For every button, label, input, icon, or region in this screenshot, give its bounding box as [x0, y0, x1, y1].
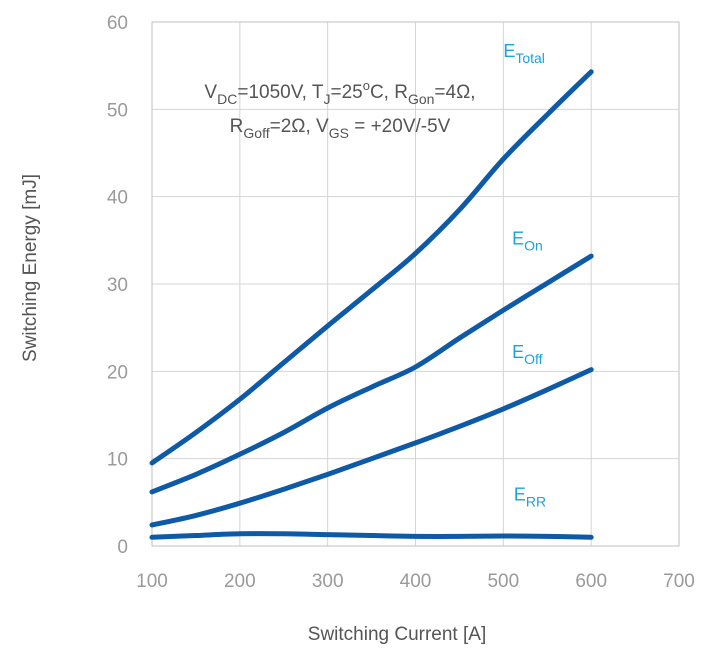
y-axis-ticks: 0 10 20 30 40 50 60 [107, 13, 128, 558]
x-tick-label: 100 [136, 571, 168, 592]
x-tick-label: 300 [312, 571, 344, 592]
y-tick-label: 60 [107, 13, 128, 34]
x-axis-title: Switching Current [A] [308, 624, 486, 645]
y-tick-label: 20 [107, 362, 128, 383]
series-label-e-rr: ERR [514, 485, 546, 510]
x-tick-label: 500 [487, 571, 519, 592]
annotation-line-2: RGoff=2Ω, VGS = +20V/-5V [230, 116, 451, 141]
series-label-e-off: EOff [512, 342, 543, 367]
plot-frame [151, 21, 680, 547]
x-tick-label: 200 [224, 571, 256, 592]
y-tick-label: 30 [107, 275, 128, 296]
annotation-line-1: VDC=1050V, TJ=25oC, RGon=4Ω, [204, 78, 475, 107]
series-line-e-rr [149, 531, 594, 540]
conditions-annotation: VDC=1050V, TJ=25oC, RGon=4Ω, RGoff=2Ω, V… [204, 78, 475, 141]
series-lines [149, 69, 594, 540]
series-label-e-on: EOn [512, 229, 543, 254]
series-line-e-on [149, 253, 594, 495]
x-tick-label: 600 [575, 571, 607, 592]
x-axis-ticks: 100 200 300 400 500 600 700 [136, 571, 695, 592]
y-axis-title: Switching Energy [mJ] [20, 174, 41, 362]
series-labels: ETotal EOn EOff ERR [503, 41, 546, 510]
y-tick-label: 40 [107, 188, 128, 209]
series-label-e-total: ETotal [503, 41, 545, 66]
y-tick-label: 10 [107, 450, 128, 471]
y-tick-label: 0 [117, 537, 128, 558]
series-line-e-total [149, 69, 594, 466]
x-tick-label: 400 [400, 571, 432, 592]
y-tick-label: 50 [107, 100, 128, 121]
series-line-e-off [149, 367, 594, 528]
x-tick-label: 700 [663, 571, 695, 592]
